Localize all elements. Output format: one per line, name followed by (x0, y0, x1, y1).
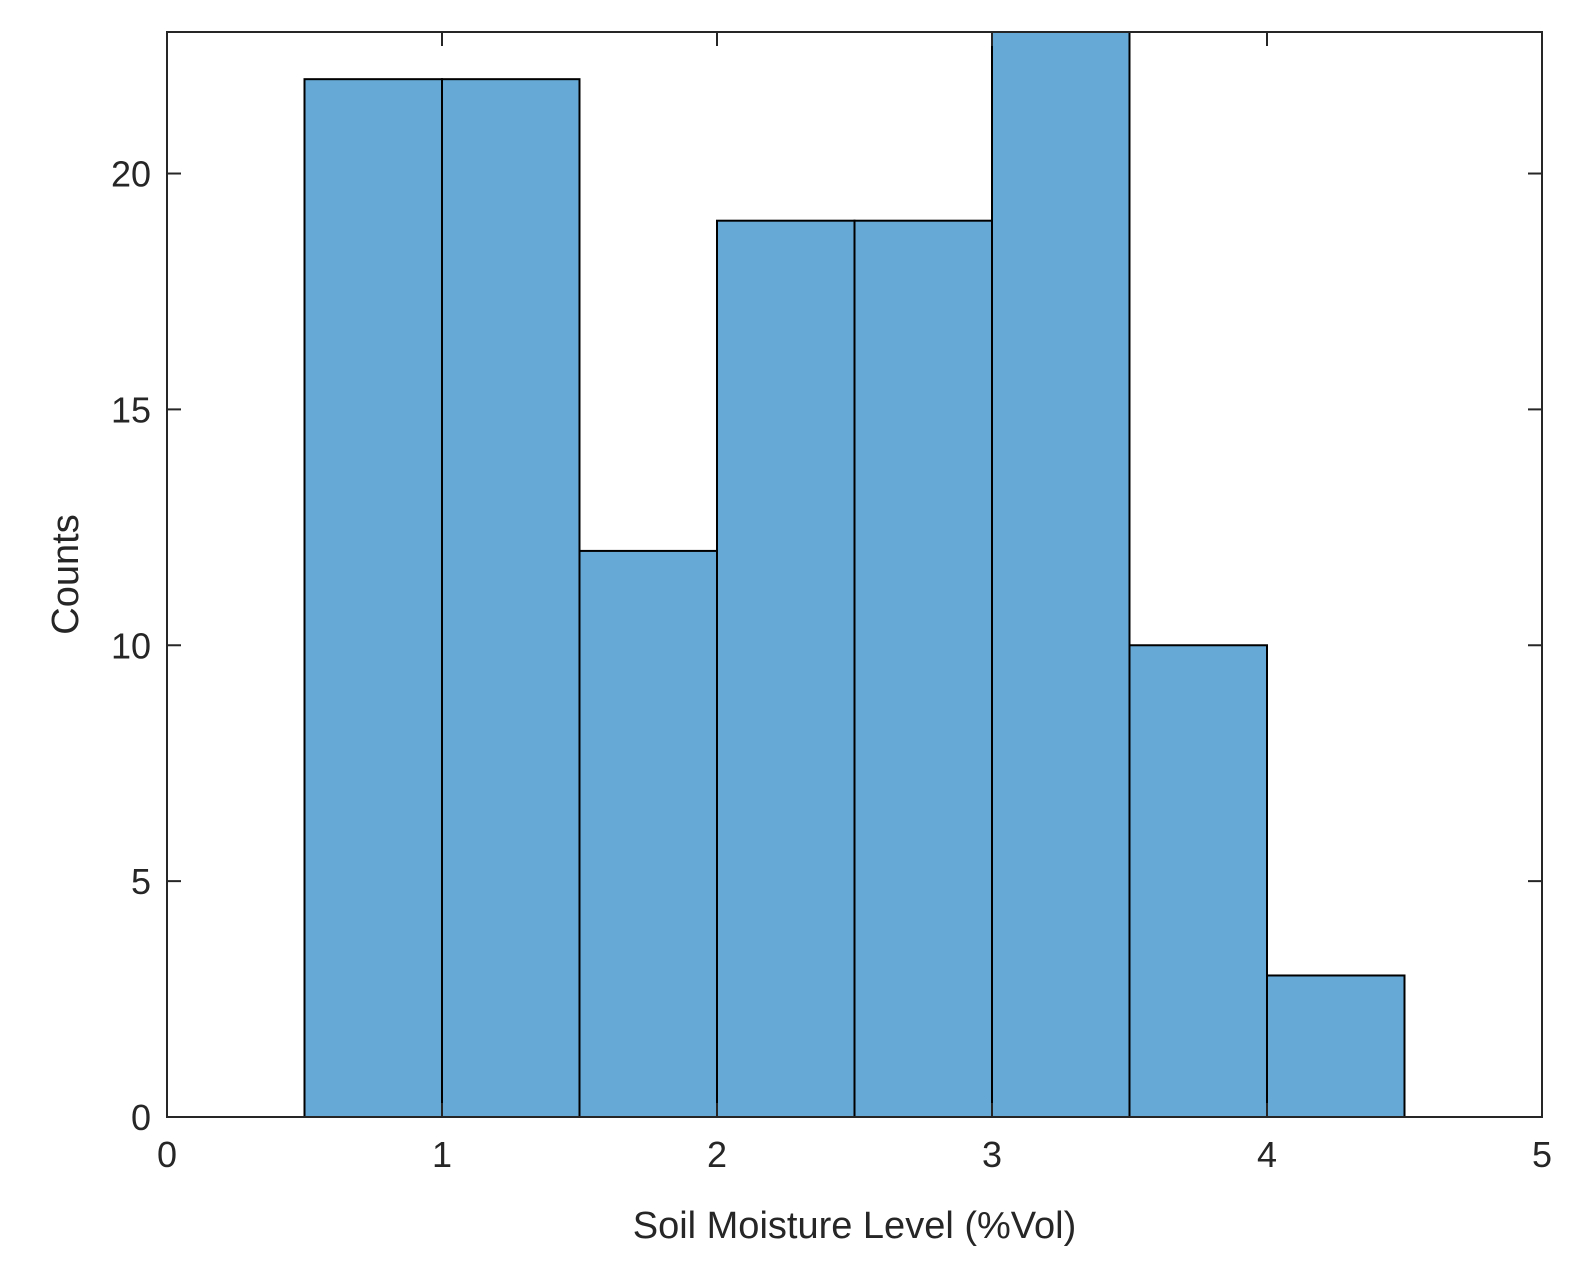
y-tick-label-0: 0 (131, 1097, 151, 1138)
y-tick-label-20: 20 (111, 154, 151, 195)
y-tick-label-15: 15 (111, 389, 151, 430)
histogram-bar-4 (716, 219, 856, 1118)
histogram-bar-5 (853, 219, 993, 1118)
x-tick-label-1: 1 (432, 1134, 452, 1175)
histogram-bar-1 (303, 78, 443, 1118)
bars-group (303, 31, 1406, 1119)
histogram-bar-7 (1128, 644, 1268, 1118)
x-tick-label-5: 5 (1532, 1134, 1552, 1175)
x-axis-label: Soil Moisture Level (%Vol) (633, 1205, 1077, 1247)
ticks-group (166, 32, 1543, 1118)
x-tick-label-3: 3 (982, 1134, 1002, 1175)
tick-labels-group: 0 1 2 3 4 5 0 5 10 15 20 (111, 154, 1552, 1175)
x-tick-label-2: 2 (707, 1134, 727, 1175)
y-tick-label-10: 10 (111, 625, 151, 666)
histogram-bar-6 (991, 31, 1131, 1118)
histogram-bar-2 (441, 78, 581, 1118)
plot-area-frame (166, 31, 1543, 1118)
x-tick-label-4: 4 (1257, 1134, 1277, 1175)
y-tick-label-5: 5 (131, 861, 151, 902)
x-tick-label-0: 0 (157, 1134, 177, 1175)
y-axis-label: Counts (45, 514, 87, 634)
histogram-bar-8 (1266, 974, 1406, 1119)
histogram-bar-3 (578, 549, 718, 1118)
